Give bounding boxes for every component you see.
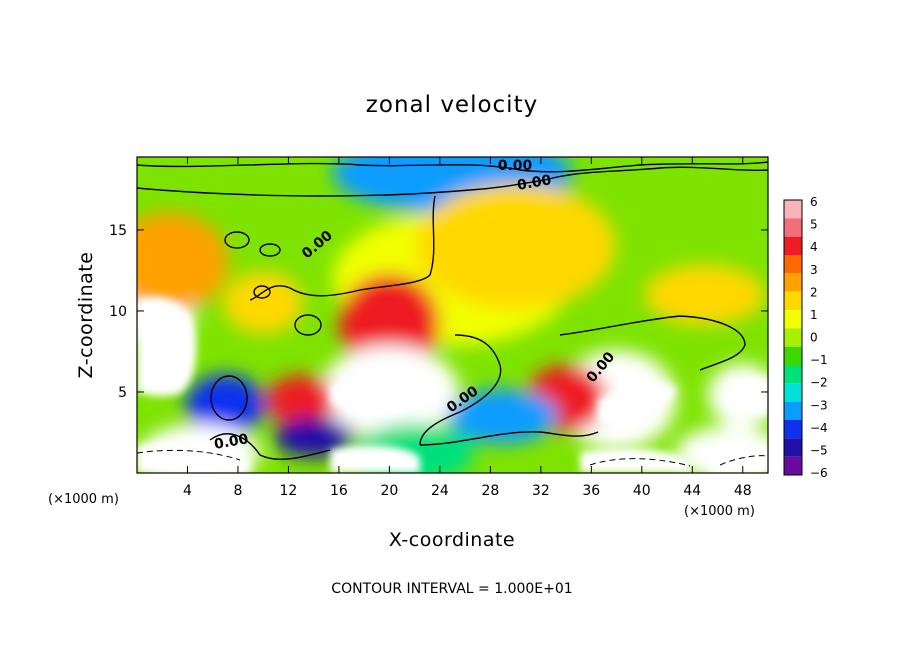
y-tick-label: 5 bbox=[118, 385, 127, 401]
colorbar-tick-label: 0 bbox=[810, 331, 818, 345]
white-region-bottom-left bbox=[137, 443, 250, 473]
x-tick-label: 20 bbox=[380, 483, 398, 499]
y-tick-label: 10 bbox=[109, 304, 127, 320]
x-unit-label-left: (×1000 m) bbox=[48, 492, 119, 507]
colorbar-tick-label: −3 bbox=[810, 398, 828, 412]
white-region-bottom-right bbox=[580, 448, 690, 473]
y-axis: 5 10 15 bbox=[109, 223, 768, 401]
colorbar-swatch bbox=[784, 255, 802, 274]
plot-area bbox=[137, 157, 768, 473]
colorbar-tick-label: 4 bbox=[810, 240, 818, 254]
colorbar-swatch bbox=[784, 273, 802, 292]
colorbar-tick-label: 3 bbox=[810, 263, 818, 277]
contour-label: 0.00 bbox=[213, 431, 250, 453]
colorbar-tick-label: −2 bbox=[810, 376, 828, 390]
x-tick-label: 32 bbox=[532, 483, 550, 499]
x-tick-label: 16 bbox=[330, 483, 348, 499]
contour-label: 0.00 bbox=[498, 158, 533, 174]
colorbar-tick-label: −4 bbox=[810, 421, 828, 435]
x-axis-title: X-coordinate bbox=[389, 529, 515, 551]
colorbar-swatch bbox=[784, 236, 802, 255]
heat-region bbox=[137, 212, 229, 313]
colorbar-tick-label: 5 bbox=[810, 218, 818, 232]
colorbar-swatch bbox=[784, 401, 802, 420]
colorbar-swatch bbox=[784, 291, 802, 310]
contour-lines bbox=[137, 161, 768, 460]
colorbar-swatch bbox=[784, 365, 802, 384]
x-tick-label: 12 bbox=[280, 483, 298, 499]
white-region-right bbox=[598, 384, 676, 424]
white-region-center bbox=[330, 378, 422, 415]
colorbar-swatch bbox=[784, 310, 802, 329]
x-unit-label-right: (×1000 m) bbox=[684, 504, 755, 519]
white-region-bottom-mid bbox=[330, 445, 420, 473]
colorbar-swatch bbox=[784, 200, 802, 219]
x-tick-label: 36 bbox=[582, 483, 600, 499]
heatmap-detail bbox=[137, 297, 768, 473]
colorbar-swatch bbox=[784, 438, 802, 457]
contour-interval-note: CONTOUR INTERVAL = 1.000E+01 bbox=[331, 581, 572, 597]
y-tick-label: 15 bbox=[109, 223, 127, 239]
colorbar-tick-label: −1 bbox=[810, 353, 828, 367]
colorbar-tick-label: 1 bbox=[810, 308, 818, 322]
chart-title: zonal velocity bbox=[366, 92, 538, 118]
colorbar-swatch bbox=[784, 420, 802, 439]
x-tick-label: 40 bbox=[633, 483, 651, 499]
colorbar-swatch bbox=[784, 456, 802, 475]
white-region-left bbox=[137, 297, 197, 397]
x-tick-label: 4 bbox=[183, 483, 192, 499]
colorbar-swatch bbox=[784, 218, 802, 237]
colorbar-tick-label: 6 bbox=[810, 195, 818, 209]
white-region-bottom-far-right bbox=[710, 450, 768, 473]
heat-region bbox=[415, 183, 616, 309]
x-tick-label: 8 bbox=[233, 483, 242, 499]
white-region-far-right bbox=[729, 378, 768, 416]
colorbar: 6 5 4 3 2 1 0 −1 −2 −3 −4 −5 −6 bbox=[783, 195, 828, 480]
plot-frame bbox=[136, 156, 769, 474]
colorbar-tick-label: 2 bbox=[810, 285, 818, 299]
contour-label: 0.00 bbox=[516, 172, 553, 194]
colorbar-tick-label: −5 bbox=[810, 443, 828, 457]
x-tick-label: 24 bbox=[431, 483, 449, 499]
colorbar-swatch bbox=[784, 383, 802, 402]
colorbar-frame bbox=[783, 199, 803, 476]
heat-region bbox=[266, 375, 337, 426]
x-axis: 4 8 12 16 20 24 28 32 36 40 44 48 bbox=[183, 157, 752, 499]
x-tick-label: 48 bbox=[734, 483, 752, 499]
x-tick-label: 44 bbox=[683, 483, 701, 499]
dashed-contours bbox=[137, 449, 768, 467]
heat-region bbox=[223, 272, 304, 334]
x-tick-label: 28 bbox=[481, 483, 499, 499]
colorbar-tick-label: −6 bbox=[810, 466, 828, 480]
heat-region bbox=[273, 417, 354, 458]
colorbar-swatch bbox=[784, 328, 802, 347]
heat-region bbox=[644, 264, 765, 325]
colorbar-swatch bbox=[784, 346, 802, 365]
y-axis-title: Z-coordinate bbox=[75, 252, 97, 379]
